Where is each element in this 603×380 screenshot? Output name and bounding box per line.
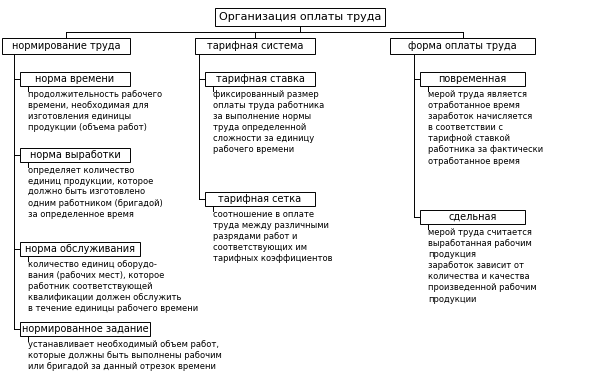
- Bar: [20, 148, 130, 162]
- Text: повременная: повременная: [438, 74, 507, 84]
- Text: количество единиц оборудо-
вания (рабочих мест), которое
работник соответствующе: количество единиц оборудо- вания (рабочи…: [28, 260, 198, 314]
- Bar: [195, 38, 315, 54]
- Text: сдельная: сдельная: [448, 212, 497, 222]
- Text: норма выработки: норма выработки: [30, 150, 121, 160]
- Text: определяет количество
единиц продукции, которое
должно быть изготовлено
одним ра: определяет количество единиц продукции, …: [28, 166, 163, 219]
- Text: норма обслуживания: норма обслуживания: [25, 244, 135, 254]
- Text: продолжительность рабочего
времени, необходимая для
изготовления единицы
продукц: продолжительность рабочего времени, необ…: [28, 90, 162, 132]
- Text: фиксированный размер
оплаты труда работника
за выполнение нормы
труда определенн: фиксированный размер оплаты труда работн…: [213, 90, 324, 155]
- Text: тарифная ставка: тарифная ставка: [215, 74, 305, 84]
- Text: норма времени: норма времени: [36, 74, 115, 84]
- Text: форма оплаты труда: форма оплаты труда: [408, 41, 517, 51]
- Bar: [2, 38, 130, 54]
- Text: тарифная система: тарифная система: [207, 41, 303, 51]
- Text: мерой труда считается
выработанная рабочим
продукция
заработок зависит от
количе: мерой труда считается выработанная рабоч…: [428, 228, 537, 304]
- Bar: [20, 322, 150, 336]
- Text: нормирование труда: нормирование труда: [11, 41, 120, 51]
- Bar: [420, 72, 525, 86]
- Bar: [215, 8, 385, 26]
- Bar: [20, 242, 140, 256]
- Text: соотношение в оплате
труда между различными
разрядами работ и
соответствующих им: соотношение в оплате труда между различн…: [213, 210, 332, 263]
- Text: Организация оплаты труда: Организация оплаты труда: [219, 12, 381, 22]
- Bar: [20, 72, 130, 86]
- Text: нормированное задание: нормированное задание: [22, 324, 148, 334]
- Text: устанавливает необходимый объем работ,
которые должны быть выполнены рабочим
или: устанавливает необходимый объем работ, к…: [28, 340, 222, 371]
- Bar: [390, 38, 535, 54]
- Bar: [205, 72, 315, 86]
- Bar: [205, 192, 315, 206]
- Text: тарифная сетка: тарифная сетка: [218, 194, 302, 204]
- Bar: [420, 210, 525, 224]
- Text: мерой труда является
отработанное время
заработок начисляется
в соответствии с
т: мерой труда является отработанное время …: [428, 90, 543, 166]
